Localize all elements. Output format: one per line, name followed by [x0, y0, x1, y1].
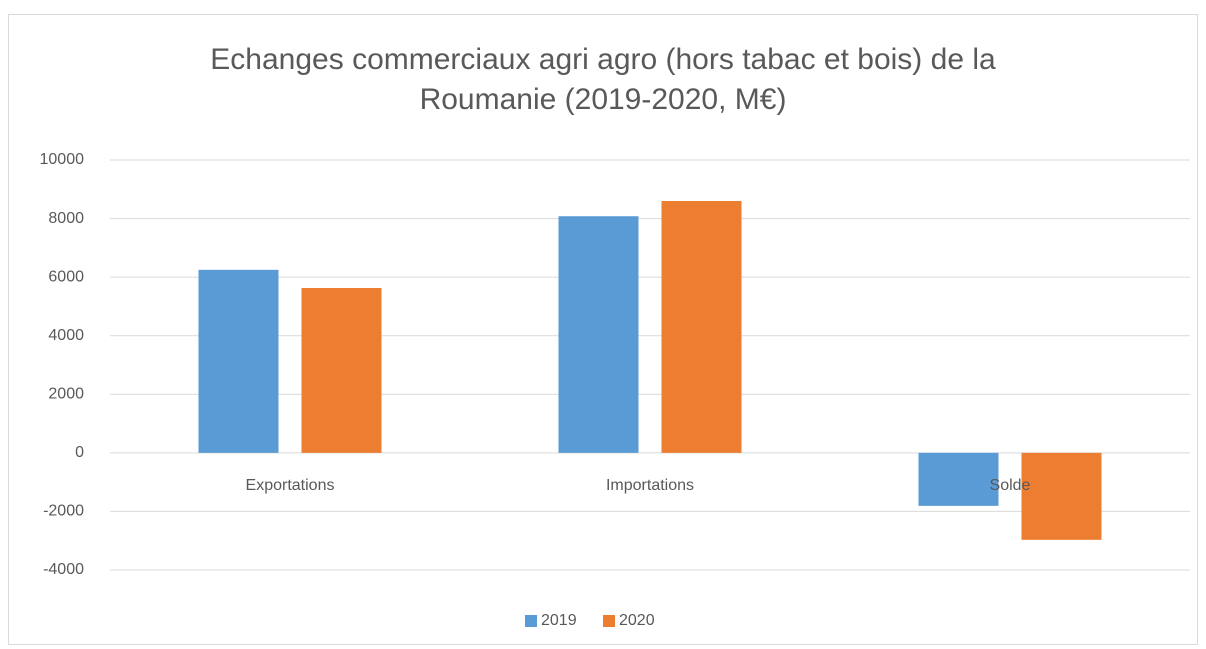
bar: [301, 287, 382, 453]
y-tick-label: 10000: [40, 151, 85, 168]
x-tick-label: Solde: [990, 477, 1031, 494]
legend-swatch: [603, 615, 615, 627]
bar: [661, 201, 742, 453]
x-tick-label: Importations: [606, 477, 694, 494]
y-tick-label: 6000: [48, 268, 84, 285]
bar: [1021, 452, 1102, 540]
bar: [918, 452, 999, 506]
y-tick-label: -4000: [43, 561, 84, 578]
legend-label: 2020: [619, 612, 655, 629]
legend-label: 2019: [541, 612, 577, 629]
bar: [558, 216, 639, 453]
y-tick-label: 2000: [48, 386, 84, 403]
x-tick-label: Exportations: [246, 477, 335, 494]
bar: [198, 269, 279, 453]
y-tick-label: 0: [75, 444, 84, 461]
chart-border: [8, 14, 1198, 645]
legend-swatch: [525, 615, 537, 627]
y-tick-label: 4000: [48, 327, 84, 344]
y-tick-label: 8000: [48, 210, 84, 227]
chart-title: Echanges commerciaux agri agro (hors tab…: [210, 43, 996, 116]
y-tick-label: -2000: [43, 503, 84, 520]
